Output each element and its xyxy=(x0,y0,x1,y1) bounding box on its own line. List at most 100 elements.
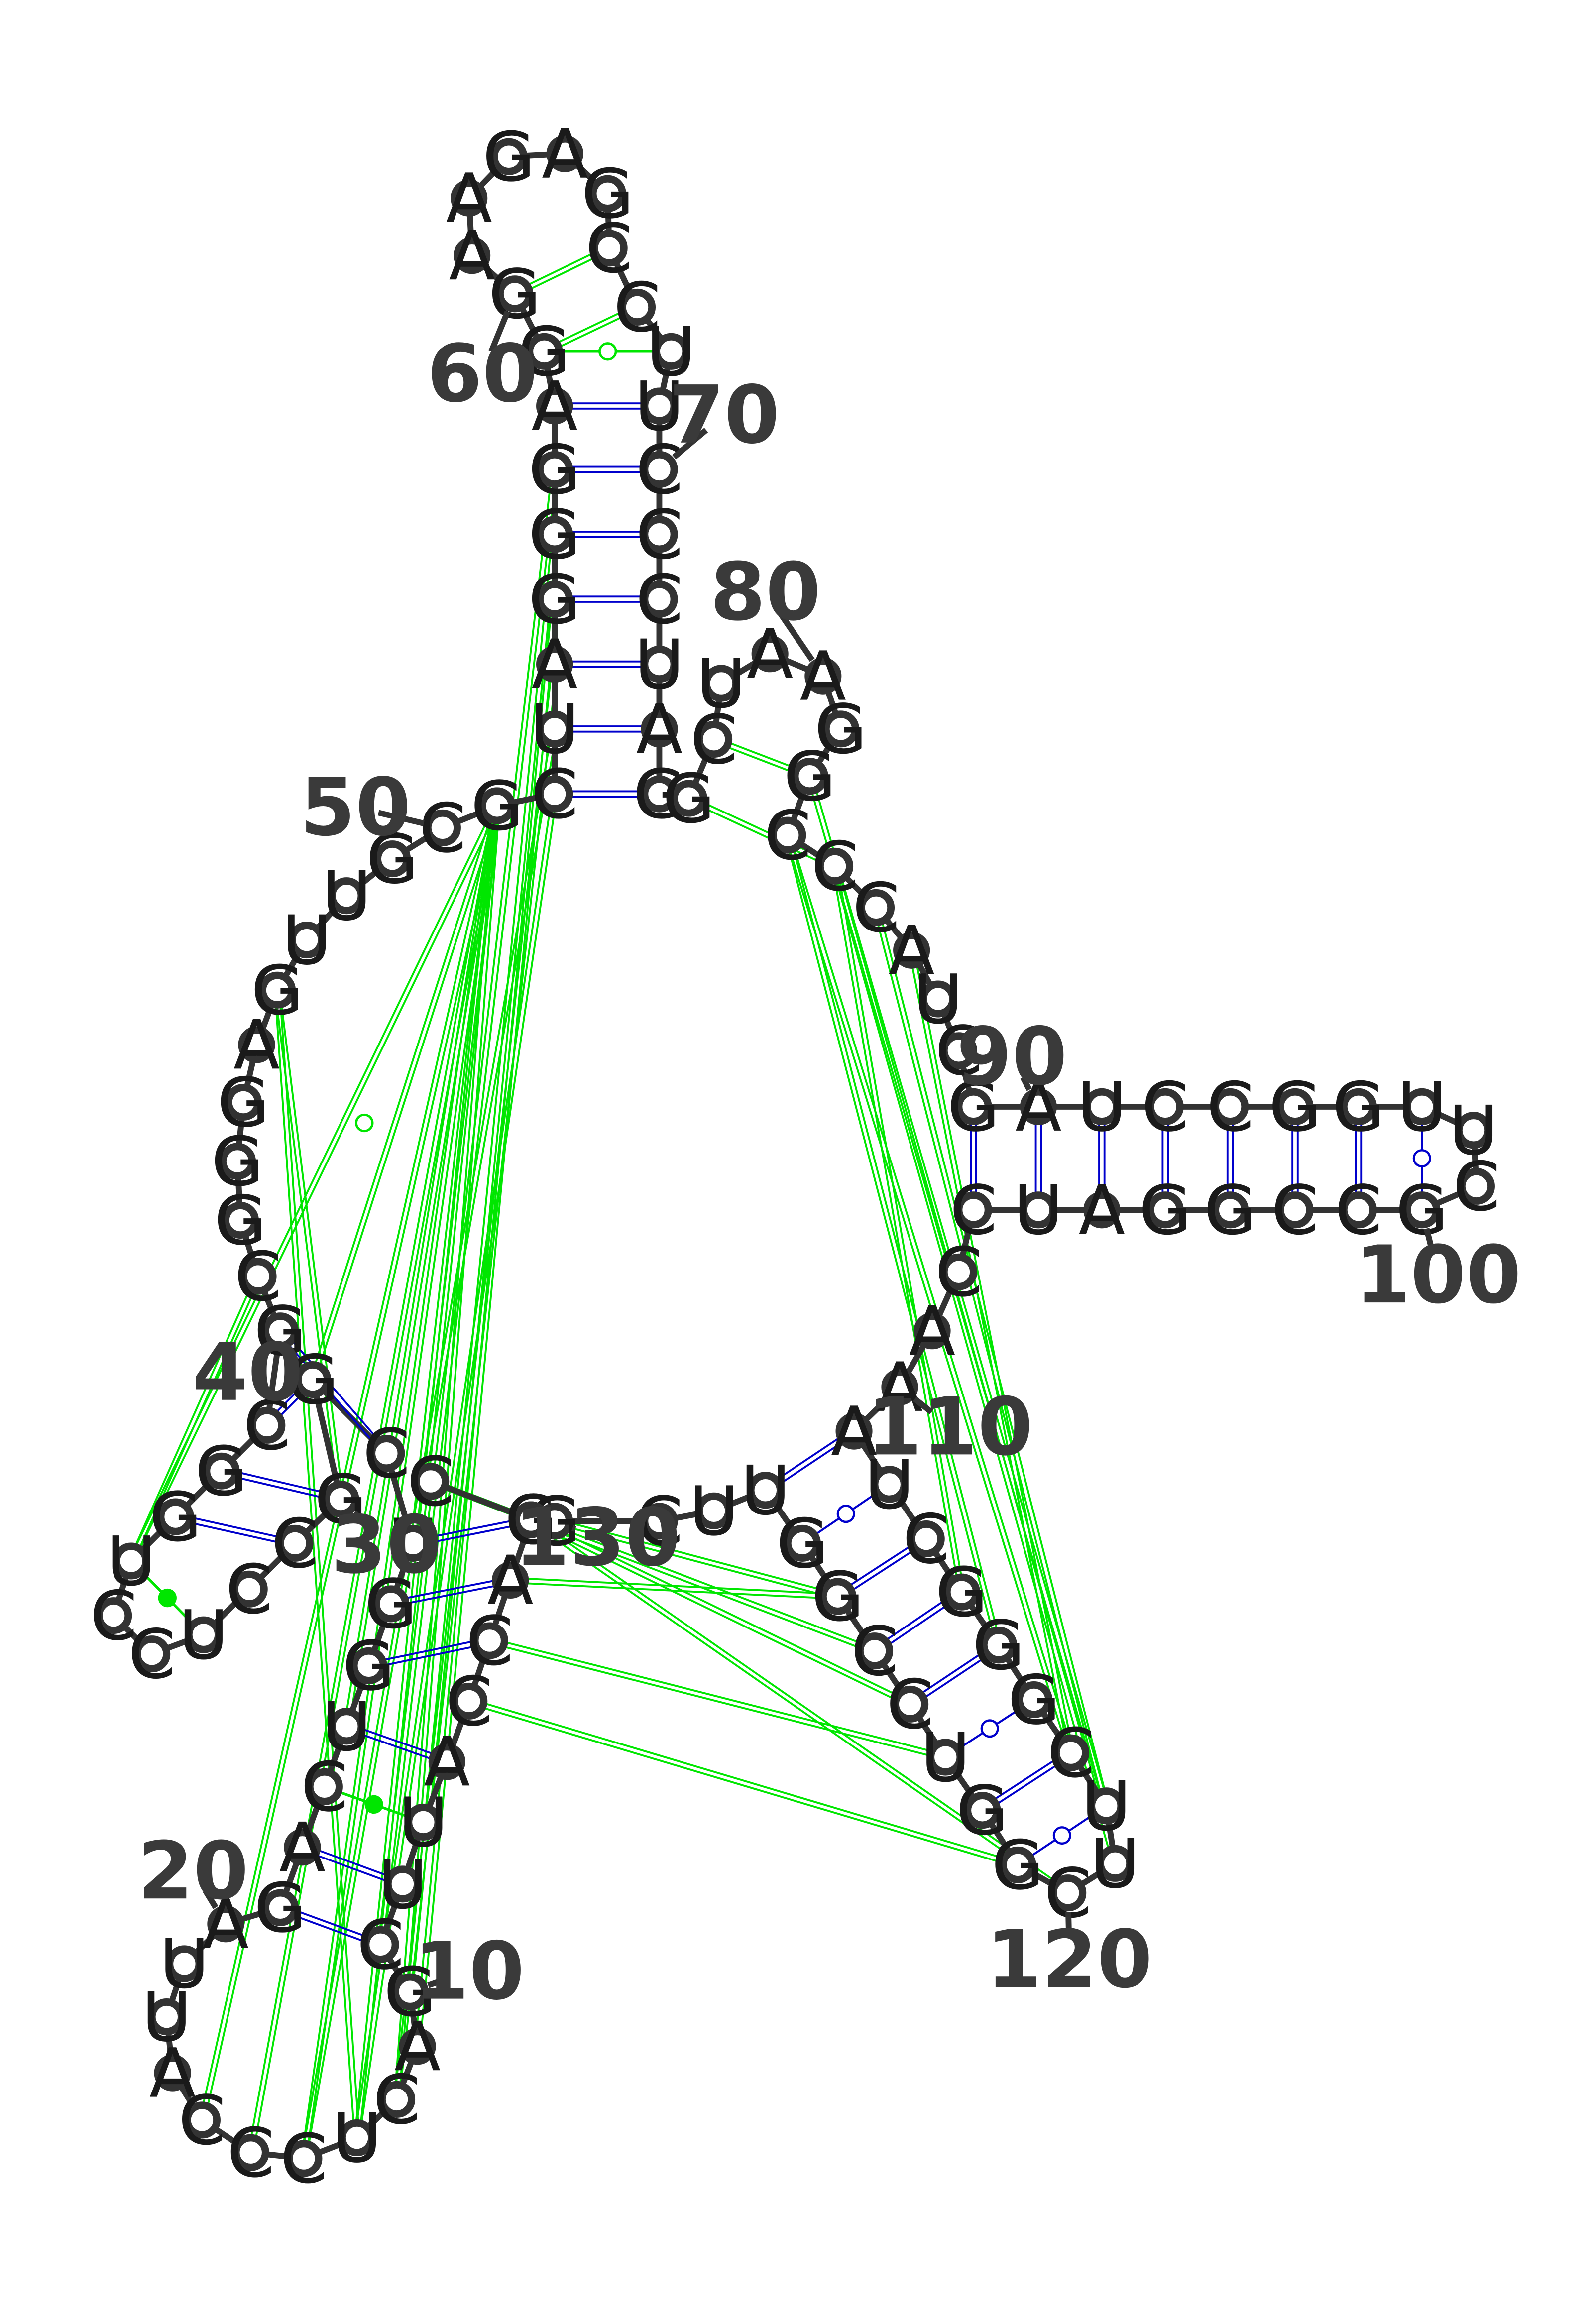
nucleotide-letter: G xyxy=(663,760,715,839)
label-tick xyxy=(427,1976,448,1988)
nucleotide: G xyxy=(251,951,304,1031)
nucleotide: C xyxy=(363,1414,410,1494)
nucleotide: C xyxy=(950,1171,997,1250)
nucleotide: U xyxy=(1014,1171,1063,1250)
label-tick xyxy=(912,1396,933,1415)
nucleotide-letter: C xyxy=(226,1550,273,1629)
nucleotide-circle xyxy=(536,451,573,488)
nucleotide-letter: C xyxy=(950,1171,997,1250)
nucleotide-letter: U xyxy=(378,1845,428,1924)
nucleotide: A xyxy=(888,912,934,991)
nucleotide-circle xyxy=(261,1312,299,1350)
nucleotide-circle xyxy=(284,1829,321,1866)
nucleotide: A xyxy=(831,1393,877,1472)
nucleotide-letter: C xyxy=(234,1238,282,1317)
nucleotide: G xyxy=(217,1063,270,1143)
gu-pair-marker xyxy=(1052,1826,1071,1845)
nucleotide-circle xyxy=(526,333,563,370)
tertiary-interaction-line xyxy=(554,1522,838,1600)
nucleotide-letter: A xyxy=(233,1006,280,1085)
nucleotide-circle xyxy=(424,809,461,846)
nucleotide: G xyxy=(814,690,867,769)
tertiary-interaction-line xyxy=(873,908,1105,1807)
nucleotide-circle xyxy=(222,1202,259,1239)
nucleotide-circle xyxy=(1146,1088,1184,1125)
nucleotide: G xyxy=(528,431,581,510)
nucleotide-letter: G xyxy=(254,1292,307,1371)
nucleotide: C xyxy=(1141,1068,1189,1147)
nucleotide-circle xyxy=(219,1143,256,1180)
tertiary-interaction-line xyxy=(410,805,496,1543)
nucleotide-letter: G xyxy=(214,1181,267,1261)
tertiary-interaction-line xyxy=(877,907,1110,1806)
watson-crick-pair-line xyxy=(281,1328,389,1452)
nucleotide-circle xyxy=(157,1498,194,1535)
nucleotide-circle xyxy=(955,1191,992,1229)
nucleotide-circle xyxy=(248,1406,286,1444)
nucleotide-circle xyxy=(394,1524,432,1562)
nucleotide-circle xyxy=(618,288,656,326)
nucleotide: A xyxy=(487,1541,534,1621)
nucleotide: A xyxy=(446,159,492,238)
position-label: 20 xyxy=(138,1824,249,1917)
position-label: 40 xyxy=(192,1326,303,1419)
nucleotide-letter: C xyxy=(227,2114,274,2193)
nucleotide-circle xyxy=(871,1466,908,1503)
nucleotide-letter: G xyxy=(518,313,571,392)
tertiary-interaction-line xyxy=(789,834,1074,1752)
nucleotide-letter: C xyxy=(128,1615,176,1694)
nucleotide-letter: G xyxy=(364,1565,417,1644)
nucleotide: C xyxy=(419,789,466,868)
nucleotide-circle xyxy=(769,816,806,854)
nucleotide: C xyxy=(636,495,683,575)
nucleotide: U xyxy=(865,1445,914,1524)
nucleotide-circle xyxy=(695,1492,733,1529)
nucleotide-letter: G xyxy=(776,1505,829,1584)
nucleotide-circle xyxy=(478,787,516,824)
nucleotide-circle xyxy=(350,1647,387,1684)
nucleotide-letter: C xyxy=(466,1602,513,1681)
nucleotide-circle xyxy=(1340,1088,1377,1125)
position-label: 70 xyxy=(669,368,780,462)
nucleotide-circle xyxy=(166,1945,203,1982)
nucleotide: C xyxy=(466,1602,513,1681)
nucleotide-circle xyxy=(893,931,930,969)
label-tick xyxy=(488,310,511,353)
nucleotide: U xyxy=(322,857,371,936)
nucleotide: U xyxy=(322,1687,371,1766)
nucleotide: U xyxy=(1077,1068,1127,1147)
watson-crick-pair-line xyxy=(277,1332,385,1456)
nucleotide-letter: G xyxy=(528,495,581,575)
nucleotide-letter: G xyxy=(254,1869,307,1948)
nucleotide: A xyxy=(149,2034,196,2113)
nucleotide-letter: C xyxy=(1271,1171,1319,1250)
position-label: 10 xyxy=(414,1925,525,2018)
nucleotide: G xyxy=(488,255,541,334)
nucleotide-letter: G xyxy=(581,155,634,234)
nucleotide-letter: G xyxy=(1269,1068,1322,1147)
nucleotide-circle xyxy=(536,710,573,748)
nucleotide: G xyxy=(776,1505,829,1584)
nucleotide-letter: U xyxy=(107,1522,156,1601)
nucleotide: C xyxy=(690,700,737,780)
tertiary-interaction-line xyxy=(687,800,834,869)
nucleotide: G xyxy=(528,495,581,575)
nucleotide-letter: A xyxy=(446,159,492,238)
nucleotide-circle xyxy=(399,2028,436,2065)
nucleotide-circle xyxy=(451,179,488,217)
nucleotide-letter: G xyxy=(315,1460,367,1539)
nucleotide-letter: C xyxy=(407,1442,455,1521)
watson-crick-pair-line xyxy=(369,1642,491,1669)
nucleotide-letter: A xyxy=(888,912,934,991)
nucleotide-letter: C xyxy=(1141,1068,1189,1147)
nucleotide: G xyxy=(286,1341,339,1420)
tertiary-interaction-line xyxy=(309,805,496,1380)
nucleotide: A xyxy=(394,2007,441,2087)
nucleotide-circle xyxy=(641,516,678,553)
nucleotide: C xyxy=(852,869,900,948)
nucleotide: A xyxy=(279,1808,326,1887)
nucleotide-circle xyxy=(536,775,573,813)
tertiary-interaction-line xyxy=(468,1702,1018,1868)
nucleotide-circle xyxy=(378,2081,416,2118)
tertiary-interaction-line xyxy=(489,1642,945,1761)
